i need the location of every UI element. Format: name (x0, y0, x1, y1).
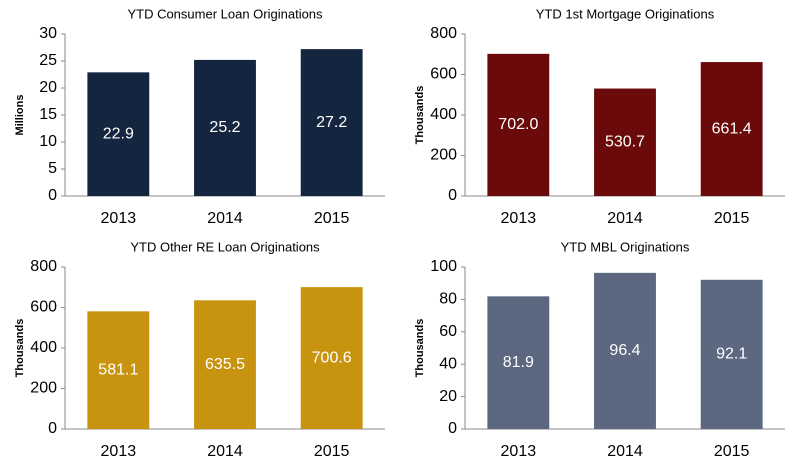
chart-panel: YTD 1st Mortgage Originations Thousands 0 2… (414, 6, 785, 227)
chart-panel: YTD Other RE Loan Originations Thousands 0… (14, 239, 385, 460)
y-tick-label: 20 (39, 79, 57, 96)
y-tick-label: 60 (439, 323, 457, 340)
chart-title: YTD 1st Mortgage Originations (536, 6, 715, 21)
y-tick-label: 25 (39, 52, 57, 69)
y-tick-label: 600 (30, 299, 57, 316)
y-tick-label: 10 (39, 133, 57, 150)
bar (300, 49, 363, 197)
y-tick-label: 600 (430, 66, 457, 83)
y-tick-label: 5 (48, 160, 57, 177)
y-tick-label: 100 (430, 258, 457, 275)
value-label: 702.0 (498, 116, 538, 133)
y-tick-label: 0 (48, 420, 57, 437)
y-tick-label: 200 (430, 147, 457, 164)
value-label: 581.1 (98, 361, 138, 378)
y-tick-label: 15 (39, 106, 57, 123)
y-tick-label: 0 (48, 187, 57, 204)
y-tick-label: 800 (430, 25, 457, 42)
chart-title: YTD Consumer Loan Originations (127, 6, 323, 21)
value-label: 27.2 (316, 114, 347, 131)
x-tick-label: 2013 (501, 443, 537, 460)
y-tick-label: 800 (30, 258, 57, 275)
y-axis-label: Thousands (414, 319, 426, 378)
bar (194, 59, 256, 196)
bar (87, 72, 150, 196)
value-label: 700.6 (312, 349, 352, 366)
x-tick-label: 2015 (714, 210, 750, 227)
y-tick-label: 30 (39, 25, 57, 42)
bar (194, 300, 256, 429)
x-tick-label: 2013 (101, 210, 137, 227)
y-tick-label: 0 (448, 420, 457, 437)
y-axis-label: Thousands (14, 319, 26, 378)
chart-panel: YTD Consumer Loan Originations Millions 0 5… (14, 6, 385, 227)
y-tick-label: 0 (448, 187, 457, 204)
bar (594, 88, 656, 196)
bar (594, 272, 656, 429)
x-tick-label: 2015 (314, 210, 350, 227)
bar (700, 279, 763, 429)
x-tick-label: 2014 (607, 443, 643, 460)
x-tick-label: 2014 (207, 443, 243, 460)
value-label: 635.5 (205, 356, 245, 373)
y-axis-label: Millions (14, 95, 26, 136)
x-tick-label: 2014 (607, 210, 643, 227)
value-label: 25.2 (209, 119, 240, 136)
bar (300, 287, 363, 429)
y-tick-label: 400 (430, 106, 457, 123)
value-label: 661.4 (712, 120, 752, 137)
value-label: 530.7 (605, 133, 645, 150)
x-tick-label: 2015 (314, 443, 350, 460)
bar (487, 53, 550, 196)
y-axis-label: Thousands (414, 86, 426, 145)
value-label: 22.9 (103, 125, 134, 142)
y-tick-label: 200 (30, 380, 57, 397)
chart-title: YTD Other RE Loan Originations (130, 239, 320, 254)
bar (700, 62, 763, 197)
value-label: 81.9 (503, 354, 534, 371)
x-tick-label: 2015 (714, 443, 750, 460)
y-tick-label: 20 (439, 388, 457, 405)
value-label: 96.4 (609, 342, 640, 359)
x-tick-label: 2014 (207, 210, 243, 227)
bar (87, 311, 150, 429)
y-tick-label: 400 (30, 339, 57, 356)
value-label: 92.1 (716, 346, 747, 363)
y-tick-label: 40 (439, 355, 457, 372)
chart-panel: YTD MBL Originations Thousands 0 20 40 60 80 10… (414, 239, 785, 460)
x-tick-label: 2013 (101, 443, 137, 460)
bar (487, 296, 550, 429)
chart-title: YTD MBL Originations (561, 239, 690, 254)
x-tick-label: 2013 (501, 210, 537, 227)
y-tick-label: 80 (439, 291, 457, 308)
